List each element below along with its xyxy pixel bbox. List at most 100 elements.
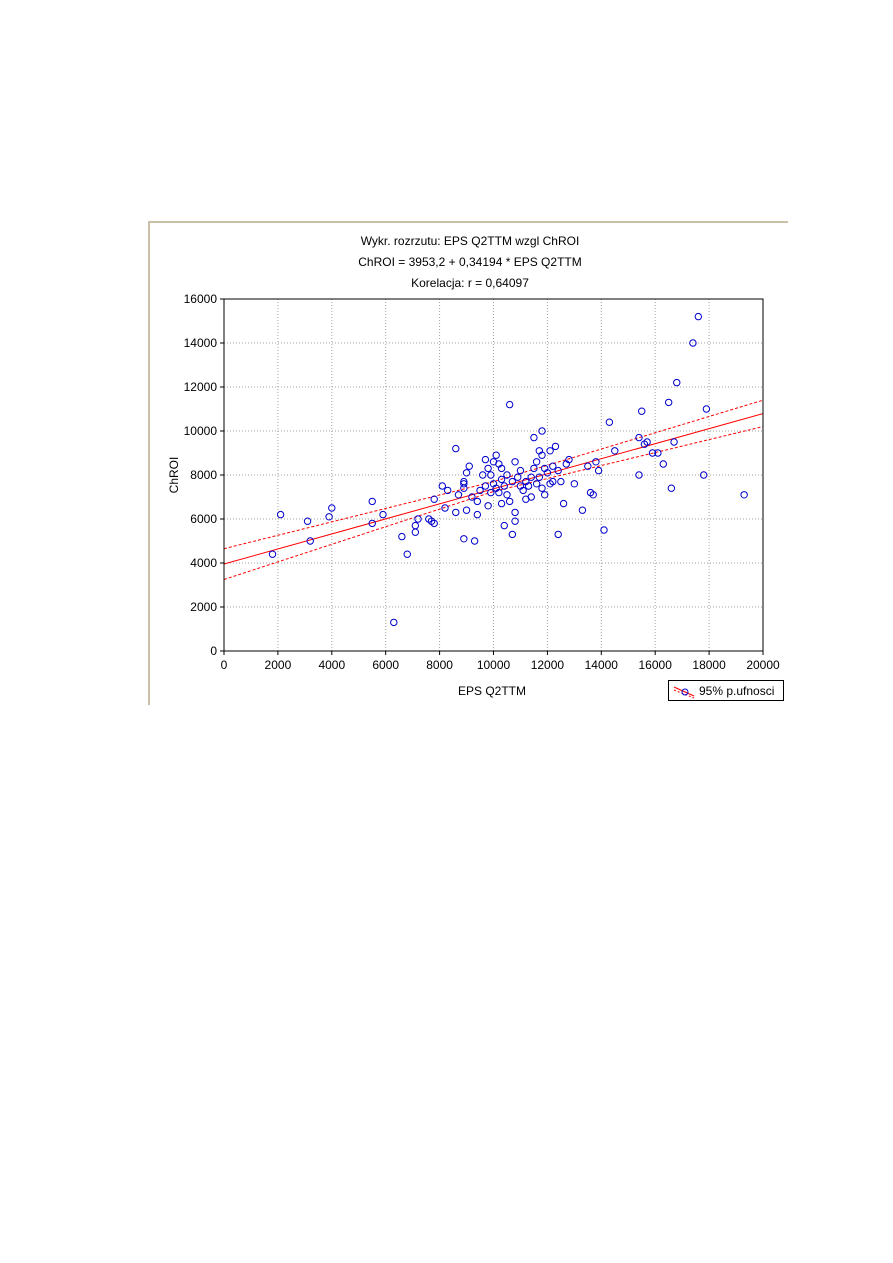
data-point <box>549 462 557 470</box>
data-point <box>559 499 568 508</box>
data-point <box>541 491 549 499</box>
data-point <box>670 438 678 446</box>
data-point <box>460 477 468 486</box>
data-point <box>484 502 492 510</box>
data-point <box>497 499 506 508</box>
data-point <box>497 475 506 484</box>
y-tick-labels: 0 2000 4000 6000 8000 10000 12000 14000 16000 <box>184 292 224 658</box>
x-tick-labels: 0 2000 4000 6000 8000 10000 12000 14000 16000 180… <box>221 651 780 672</box>
data-point <box>462 469 471 477</box>
y-tick-label: 2000 <box>190 600 217 614</box>
data-point <box>524 482 533 490</box>
data-point <box>570 480 579 488</box>
data-point <box>565 455 573 464</box>
data-point <box>414 515 422 523</box>
y-tick-label: 16000 <box>184 292 218 306</box>
data-point <box>694 312 703 321</box>
data-point <box>379 510 387 519</box>
data-point <box>514 473 522 481</box>
data-point <box>600 526 608 534</box>
data-point <box>403 550 411 558</box>
data-point <box>535 473 544 481</box>
data-point <box>443 486 452 495</box>
data-point <box>505 400 514 409</box>
x-tick-label: 18000 <box>692 658 726 672</box>
data-point <box>411 528 420 536</box>
y-tick-label: 14000 <box>184 336 218 350</box>
data-point <box>527 473 535 481</box>
x-tick-label: 4000 <box>318 658 345 672</box>
x-tick-label: 14000 <box>585 658 619 672</box>
data-point <box>473 497 482 506</box>
data-point <box>492 451 500 459</box>
chart-title: Wykr. rozrzutu: EPS Q2TTM wzgl ChROI <box>361 234 580 248</box>
data-point <box>306 537 314 545</box>
data-point <box>452 444 460 453</box>
data-point <box>487 488 495 497</box>
data-point <box>508 477 517 486</box>
y-tick-label: 6000 <box>190 512 217 526</box>
data-point <box>530 464 538 473</box>
data-point <box>673 378 681 387</box>
data-point <box>538 484 546 492</box>
data-point <box>516 466 525 475</box>
data-point <box>505 497 514 506</box>
scatter-chart: Wykr. rozrzutu: EPS Q2TTM wzgl ChROI ChR… <box>148 221 788 705</box>
data-point <box>538 451 546 459</box>
data-point <box>635 433 643 442</box>
data-point <box>667 484 676 492</box>
x-tick-label: 12000 <box>531 658 565 672</box>
legend-label: 95% p.ufnosci <box>699 684 775 698</box>
data-point <box>594 466 603 475</box>
data-point <box>689 339 697 347</box>
data-point <box>460 480 468 488</box>
data-point <box>700 471 708 479</box>
data-point <box>635 471 643 479</box>
data-point <box>481 455 490 464</box>
data-point <box>328 504 336 512</box>
data-point <box>468 493 476 501</box>
data-point <box>368 497 376 506</box>
data-point <box>578 506 587 514</box>
data-point <box>654 449 662 457</box>
data-point <box>551 442 560 451</box>
data-point <box>430 495 438 503</box>
data-point <box>543 469 552 477</box>
data-point <box>643 438 651 446</box>
data-point <box>592 458 600 466</box>
data-point <box>454 491 463 499</box>
data-point <box>605 418 614 426</box>
data-point <box>268 550 277 558</box>
y-tick-label: 12000 <box>184 380 218 394</box>
data-point <box>503 491 511 499</box>
legend-swatch-icon <box>673 686 695 699</box>
data-points <box>268 312 748 627</box>
data-point <box>497 464 506 473</box>
data-point <box>508 530 517 539</box>
y-tick-label: 8000 <box>190 468 217 482</box>
data-point <box>702 405 711 413</box>
data-point <box>557 477 565 486</box>
x-tick-label: 16000 <box>639 658 673 672</box>
data-point <box>465 462 473 470</box>
x-tick-label: 6000 <box>372 658 399 672</box>
data-point <box>648 449 657 457</box>
data-point <box>554 530 562 539</box>
data-point <box>476 486 484 495</box>
data-point <box>495 488 503 497</box>
data-point <box>390 618 398 627</box>
data-point <box>470 537 479 545</box>
data-point <box>511 517 519 525</box>
data-point <box>584 462 592 470</box>
x-tick-label: 10000 <box>477 658 511 672</box>
data-point <box>473 510 482 519</box>
upper-confidence-line <box>223 399 764 550</box>
data-point <box>462 506 471 514</box>
data-point <box>554 466 562 475</box>
data-point <box>500 521 508 530</box>
data-point <box>430 519 438 528</box>
data-point <box>303 517 312 525</box>
chart-equation: ChROI = 3953,2 + 0,34194 * EPS Q2TTM <box>358 255 581 269</box>
data-point <box>452 508 460 517</box>
x-axis-label: EPS Q2TTM <box>458 684 526 698</box>
